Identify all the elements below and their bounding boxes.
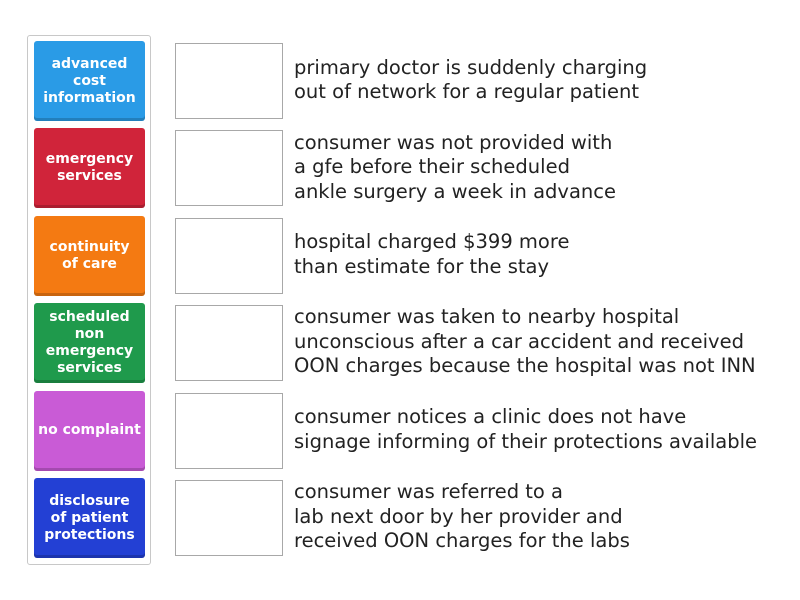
drop-box[interactable] xyxy=(175,130,283,207)
text-line: primary doctor is suddenly charging xyxy=(294,55,648,79)
prompt-text: consumer notices a clinic does not have s… xyxy=(294,405,757,454)
text-line: lab next door by her provider and xyxy=(294,504,623,528)
text-line: signage informing of their protections a… xyxy=(294,429,758,453)
text-line: consumer was referred to a xyxy=(294,480,564,504)
drop-box[interactable] xyxy=(175,217,283,294)
prompt-text: hospital charged $399 more than estimate … xyxy=(294,230,569,279)
answer-tile[interactable]: continuity of care xyxy=(34,215,145,296)
drop-box[interactable] xyxy=(175,392,283,469)
text-line: cost xyxy=(73,72,106,89)
text-line: disclosure xyxy=(49,492,130,509)
prompt-text: primary doctor is suddenly charging out o… xyxy=(294,56,647,105)
text-line: services xyxy=(57,168,122,185)
text-line: protections xyxy=(44,526,135,543)
text-line: non xyxy=(74,326,105,343)
text-line: a gfe before their scheduled xyxy=(294,155,570,179)
text-line: unconscious after a car accident and rec… xyxy=(294,329,744,353)
text-line: no complaint xyxy=(38,422,141,439)
text-line: continuity xyxy=(49,238,130,255)
text-line: services xyxy=(57,360,122,377)
prompt-text: consumer was taken to nearby hospital unc… xyxy=(294,305,756,379)
answer-tile[interactable]: advanced cost information xyxy=(34,41,145,121)
text-line: scheduled xyxy=(49,309,130,326)
text-line: consumer was not provided with xyxy=(294,130,613,154)
text-line: consumer notices a clinic does not have xyxy=(294,405,687,429)
text-line: advanced xyxy=(51,55,128,72)
text-line: out of network for a regular patient xyxy=(294,80,639,103)
drop-box[interactable] xyxy=(175,480,283,556)
answer-tile[interactable]: scheduled non emergency services xyxy=(34,303,145,384)
answer-tile[interactable]: emergency services xyxy=(34,128,145,209)
text-line: OON charges because the hospital was not… xyxy=(294,354,756,378)
text-line: than estimate for the stay xyxy=(294,254,550,278)
prompt-text: consumer was referred to a lab next door … xyxy=(294,480,630,554)
answer-tile[interactable]: no complaint xyxy=(34,390,145,471)
text-line: information xyxy=(43,89,136,106)
text-line: emergency xyxy=(45,343,134,360)
tile-panel xyxy=(27,35,151,565)
text-line: of care xyxy=(62,255,117,272)
drop-box[interactable] xyxy=(175,43,283,119)
answer-tile[interactable]: disclosure of patient protections xyxy=(34,478,145,558)
text-line: received OON charges for the labs xyxy=(294,529,630,553)
text-line: ankle surgery a week in advance xyxy=(294,179,616,203)
prompt-text: consumer was not provided with a gfe befo… xyxy=(294,131,616,205)
text-line: of patient xyxy=(50,509,129,526)
text-line: emergency xyxy=(45,151,134,168)
drop-box[interactable] xyxy=(175,305,283,382)
text-line: consumer was taken to nearby hospital xyxy=(294,305,680,329)
text-line: hospital charged $399 more xyxy=(294,230,570,254)
